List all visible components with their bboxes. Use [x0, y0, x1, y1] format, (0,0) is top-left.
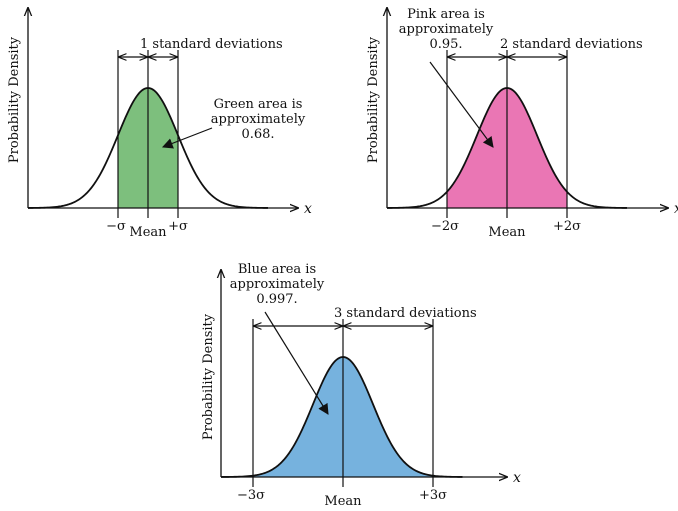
area-annotation-line: 0.95. [429, 37, 462, 52]
chart-panel-1: 1 standard deviations Green area isapprox… [7, 8, 312, 240]
y-axis-label: Probability Density [366, 36, 381, 163]
span-label: 3 standard deviations [334, 306, 477, 321]
tick-label-minus: −σ [106, 219, 126, 234]
mean-label: Mean [129, 225, 167, 240]
area-annotation-line: Pink area is [407, 7, 485, 22]
area-annotation-line: approximately [230, 277, 325, 292]
chart-panel-3: 3 standard deviations Blue area isapproxi… [201, 262, 521, 509]
x-axis-label: x [674, 201, 678, 217]
area-annotation-line: 0.68. [241, 127, 274, 142]
area-annotation-line: Green area is [214, 97, 303, 112]
area-annotation-line: 0.997. [256, 292, 297, 307]
span-label: 2 standard deviations [500, 37, 643, 52]
density-curve [220, 356, 463, 478]
annotation-arrow [161, 127, 213, 149]
area-annotation-line: approximately [211, 112, 306, 127]
span-label: 1 standard deviations [140, 37, 283, 52]
tick-label-minus: −3σ [237, 488, 265, 503]
area-annotation-line: approximately [399, 22, 494, 37]
tick-label-plus: +σ [168, 219, 188, 234]
area-annotation-line: Blue area is [238, 262, 316, 277]
tick-label-plus: +2σ [553, 219, 581, 234]
x-axis-label: x [304, 201, 312, 217]
x-axis-label: x [513, 470, 521, 486]
chart-panel-2: 2 standard deviations Pink area isapproxi… [366, 7, 678, 240]
y-axis-label: Probability Density [7, 36, 22, 163]
tick-label-minus: −2σ [431, 219, 459, 234]
y-axis-label: Probability Density [201, 313, 216, 440]
annotation-arrow [264, 311, 329, 415]
tick-label-plus: +3σ [419, 488, 447, 503]
annotation-arrow [429, 61, 494, 148]
mean-label: Mean [488, 225, 526, 240]
mean-label: Mean [324, 494, 362, 509]
